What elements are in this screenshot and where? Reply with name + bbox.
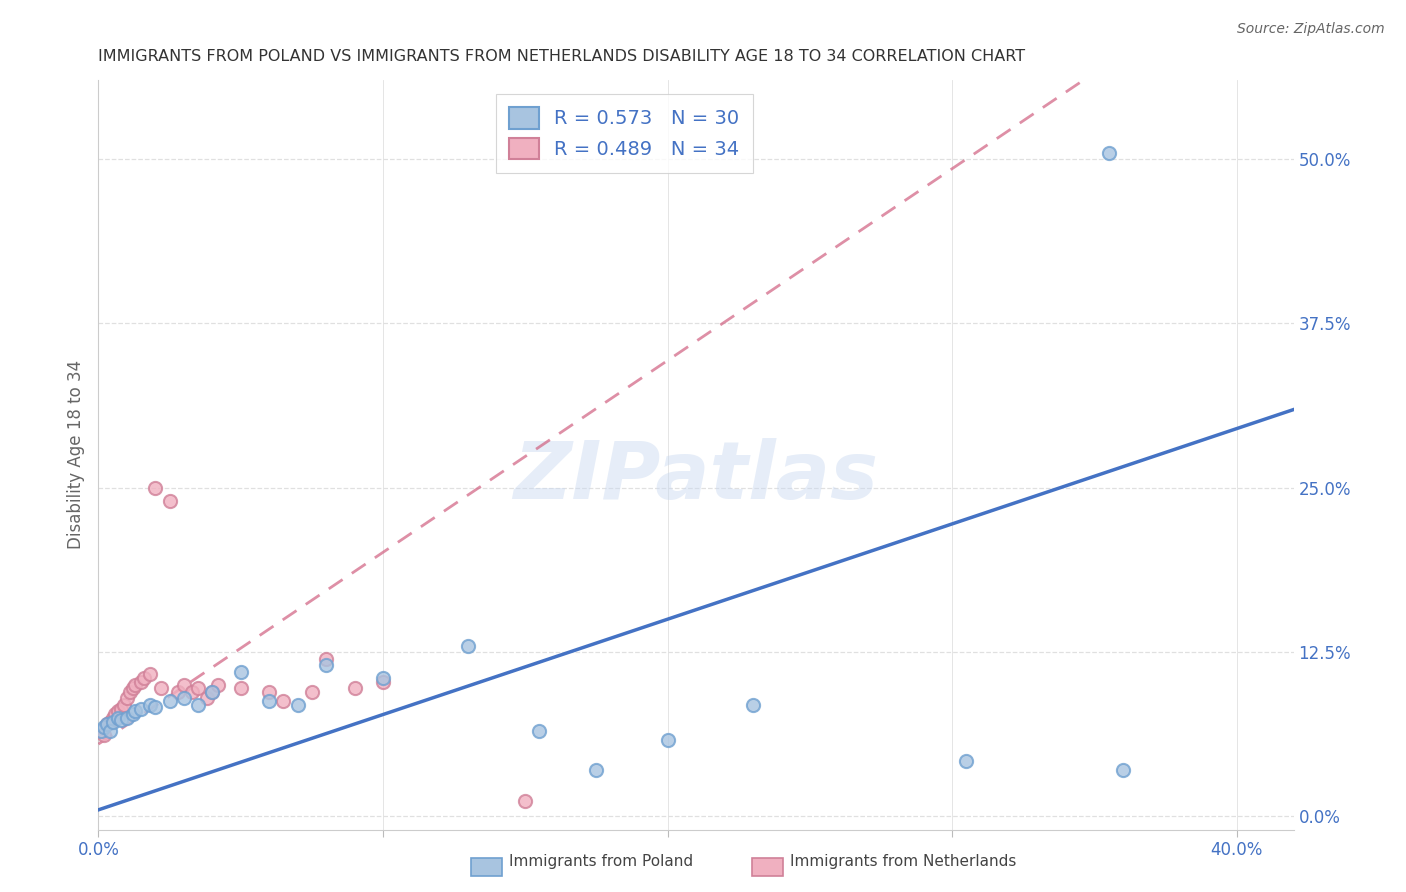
Point <box>98 714 121 729</box>
Point <box>101 711 124 725</box>
Point <box>96 717 118 731</box>
Point <box>112 698 135 712</box>
Point <box>173 678 195 692</box>
Point <box>98 723 121 738</box>
Point <box>150 681 173 695</box>
Point <box>741 698 763 712</box>
Point <box>159 494 181 508</box>
Text: IMMIGRANTS FROM POLAND VS IMMIGRANTS FROM NETHERLANDS DISABILITY AGE 18 TO 34 CO: IMMIGRANTS FROM POLAND VS IMMIGRANTS FRO… <box>98 49 1025 64</box>
Point <box>138 698 160 712</box>
Point <box>1112 764 1135 778</box>
Point <box>1097 145 1119 160</box>
Point <box>187 698 209 712</box>
Point <box>96 717 118 731</box>
Point <box>110 714 132 728</box>
Legend: R = 0.573   N = 30, R = 0.489   N = 34: R = 0.573 N = 30, R = 0.489 N = 34 <box>496 94 752 173</box>
Point <box>118 684 141 698</box>
Point <box>121 706 143 721</box>
Point <box>167 684 190 698</box>
Point <box>124 704 146 718</box>
Point <box>257 694 280 708</box>
Point <box>104 706 127 721</box>
Point <box>181 684 204 698</box>
Point <box>93 720 115 734</box>
Point <box>371 675 394 690</box>
Point <box>955 754 977 768</box>
Point <box>207 678 229 692</box>
Point <box>457 639 479 653</box>
Point <box>229 681 252 695</box>
Point <box>201 684 224 698</box>
Point <box>115 711 138 725</box>
Point <box>132 672 155 686</box>
Y-axis label: Disability Age 18 to 34: Disability Age 18 to 34 <box>66 360 84 549</box>
Point <box>107 704 129 718</box>
Point <box>195 691 218 706</box>
Point <box>124 678 146 692</box>
Point <box>129 701 152 715</box>
Point <box>90 723 112 738</box>
Text: ZIPatlas: ZIPatlas <box>513 438 879 516</box>
Point <box>110 701 132 715</box>
Point <box>343 681 366 695</box>
Point <box>129 675 152 690</box>
Point <box>529 723 551 738</box>
Text: Source: ZipAtlas.com: Source: ZipAtlas.com <box>1237 22 1385 37</box>
Point <box>138 667 160 681</box>
Point <box>371 672 394 686</box>
Point <box>315 651 337 665</box>
Text: Immigrants from Poland: Immigrants from Poland <box>509 854 693 869</box>
Point <box>229 665 252 679</box>
Point <box>173 691 195 706</box>
Text: Immigrants from Netherlands: Immigrants from Netherlands <box>790 854 1017 869</box>
Point <box>115 691 138 706</box>
Point <box>107 711 129 725</box>
Point <box>515 794 537 808</box>
Point <box>121 681 143 695</box>
Point <box>101 714 124 729</box>
Point <box>301 684 323 698</box>
Point <box>90 723 112 738</box>
Point <box>657 733 679 747</box>
Point <box>201 684 224 698</box>
Point <box>585 764 607 778</box>
Point <box>93 728 115 742</box>
Point <box>143 700 166 714</box>
Point <box>143 481 166 495</box>
Point <box>273 694 295 708</box>
Point <box>257 684 280 698</box>
Point <box>159 694 181 708</box>
Point <box>315 658 337 673</box>
Point <box>187 681 209 695</box>
Point <box>287 698 309 712</box>
